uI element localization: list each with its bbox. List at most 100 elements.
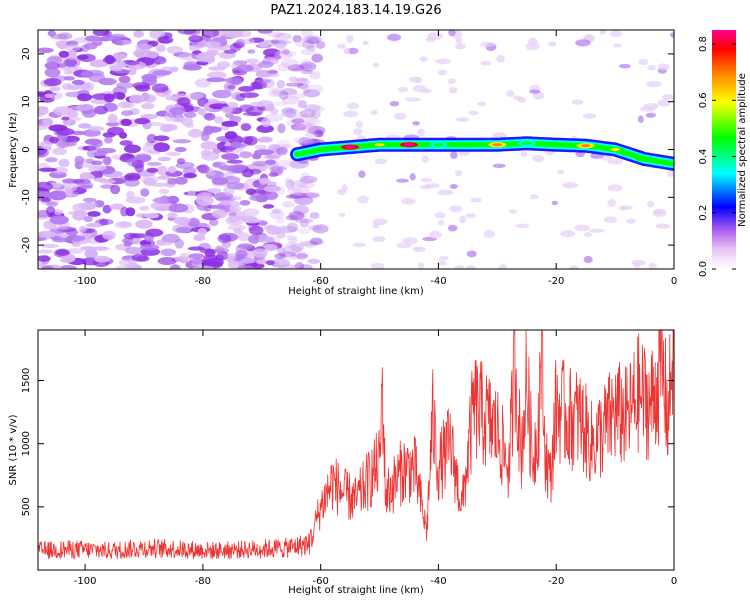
noise-blob [158, 188, 170, 195]
noise-blob [214, 116, 224, 124]
noise-blob [124, 60, 140, 66]
weak-noise-blob [372, 218, 388, 226]
spectrogram-xtick-label: -100 [74, 276, 97, 287]
noise-blob [111, 92, 126, 100]
noise-blob [50, 33, 68, 40]
noise-blob [299, 240, 319, 247]
noise-blob [235, 249, 248, 259]
noise-blob [134, 117, 151, 125]
weak-noise-blob [372, 62, 380, 68]
noise-blob [102, 56, 117, 65]
noise-blob [160, 248, 176, 257]
noise-blob [88, 202, 98, 208]
weak-noise-blob [508, 209, 518, 214]
noise-blob [297, 100, 307, 109]
weak-noise-blob [609, 30, 622, 38]
noise-blob [223, 49, 237, 54]
noise-blob [55, 249, 70, 256]
noise-blob [129, 233, 148, 239]
noise-blob [230, 195, 242, 201]
signal-hotspot-core [345, 145, 356, 149]
noise-blob [309, 105, 326, 113]
snr-ytick-label: 500 [21, 497, 32, 516]
noise-blob [204, 102, 214, 112]
noise-blob [58, 158, 70, 168]
noise-blob [289, 159, 310, 169]
noise-blob [292, 185, 311, 194]
noise-blob [58, 50, 70, 58]
weak-noise-blob [346, 102, 359, 110]
noise-blob [140, 175, 160, 184]
noise-blob [236, 64, 254, 73]
weak-noise-blob [343, 47, 351, 55]
noise-blob [86, 148, 97, 158]
noise-blob [238, 85, 256, 92]
noise-blob [294, 262, 305, 269]
weak-noise-blob [448, 30, 456, 37]
figure-title: PAZ1.2024.183.14.19.G26 [270, 3, 441, 18]
noise-blob [282, 245, 302, 254]
signal-hotspot-core [492, 143, 503, 147]
noise-blob [166, 151, 181, 156]
noise-blob [157, 36, 174, 44]
weak-noise-blob [648, 262, 657, 269]
noise-blob [290, 213, 308, 219]
noise-blob [176, 158, 186, 165]
noise-blob [299, 182, 316, 189]
noise-blob [286, 235, 298, 241]
noise-blob [293, 204, 309, 215]
noise-blob [299, 175, 318, 184]
noise-blob [214, 245, 225, 254]
spectrogram-ytick-label: 0 [21, 146, 32, 152]
noise-blob [287, 64, 305, 72]
colorbar-tick-label: 0.8 [698, 36, 709, 52]
noise-blob [197, 227, 208, 236]
noise-blob [221, 153, 240, 161]
weak-noise-blob [437, 69, 447, 76]
snr-ticks: -100 -80 -60 -40 -20 0 500 1000 1500 [21, 330, 677, 587]
snr-xtick-label: -60 [312, 576, 328, 587]
noise-blob [256, 259, 268, 265]
noise-blob [38, 124, 49, 130]
noise-blob [296, 82, 309, 90]
noise-blob [144, 213, 160, 219]
weak-noise-blob [412, 246, 420, 252]
weak-noise-blob [438, 255, 449, 261]
noise-blob [206, 77, 226, 83]
noise-blob [172, 139, 192, 144]
weak-noise-blob [607, 199, 617, 207]
noise-blob [276, 247, 286, 253]
noise-blob [91, 93, 112, 100]
noise-blob [165, 95, 177, 101]
weak-noise-blob [483, 230, 496, 238]
noise-blob [41, 243, 60, 248]
noise-blob [290, 243, 304, 252]
weak-noise-blob [396, 178, 410, 183]
noise-blob [216, 61, 231, 69]
noise-blob [285, 179, 295, 190]
noise-blob [269, 235, 281, 245]
noise-blob [278, 225, 298, 234]
noise-blob [274, 39, 287, 49]
noise-blob [206, 188, 222, 194]
noise-blob [153, 135, 170, 142]
noise-blob [94, 255, 111, 263]
colorbar-gradient [712, 30, 736, 269]
snr-xtick-label: -40 [430, 576, 446, 587]
noise-blob [273, 101, 288, 106]
noise-blob [302, 192, 321, 199]
noise-blob [64, 187, 73, 197]
noise-blob [93, 150, 108, 156]
noise-blob [248, 225, 264, 235]
noise-blob [151, 83, 169, 93]
snr-panel: -100 -80 -60 -40 -20 0 500 1000 1500 Height of s… [8, 329, 677, 596]
noise-blob [182, 167, 197, 175]
noise-blob [309, 71, 321, 80]
weak-noise-blob [409, 173, 416, 181]
noise-blob [268, 90, 284, 98]
noise-blob [206, 71, 227, 79]
weak-noise-blob [416, 128, 426, 137]
noise-blob [293, 195, 314, 206]
noise-blob [146, 133, 157, 144]
noise-blob [277, 123, 286, 134]
